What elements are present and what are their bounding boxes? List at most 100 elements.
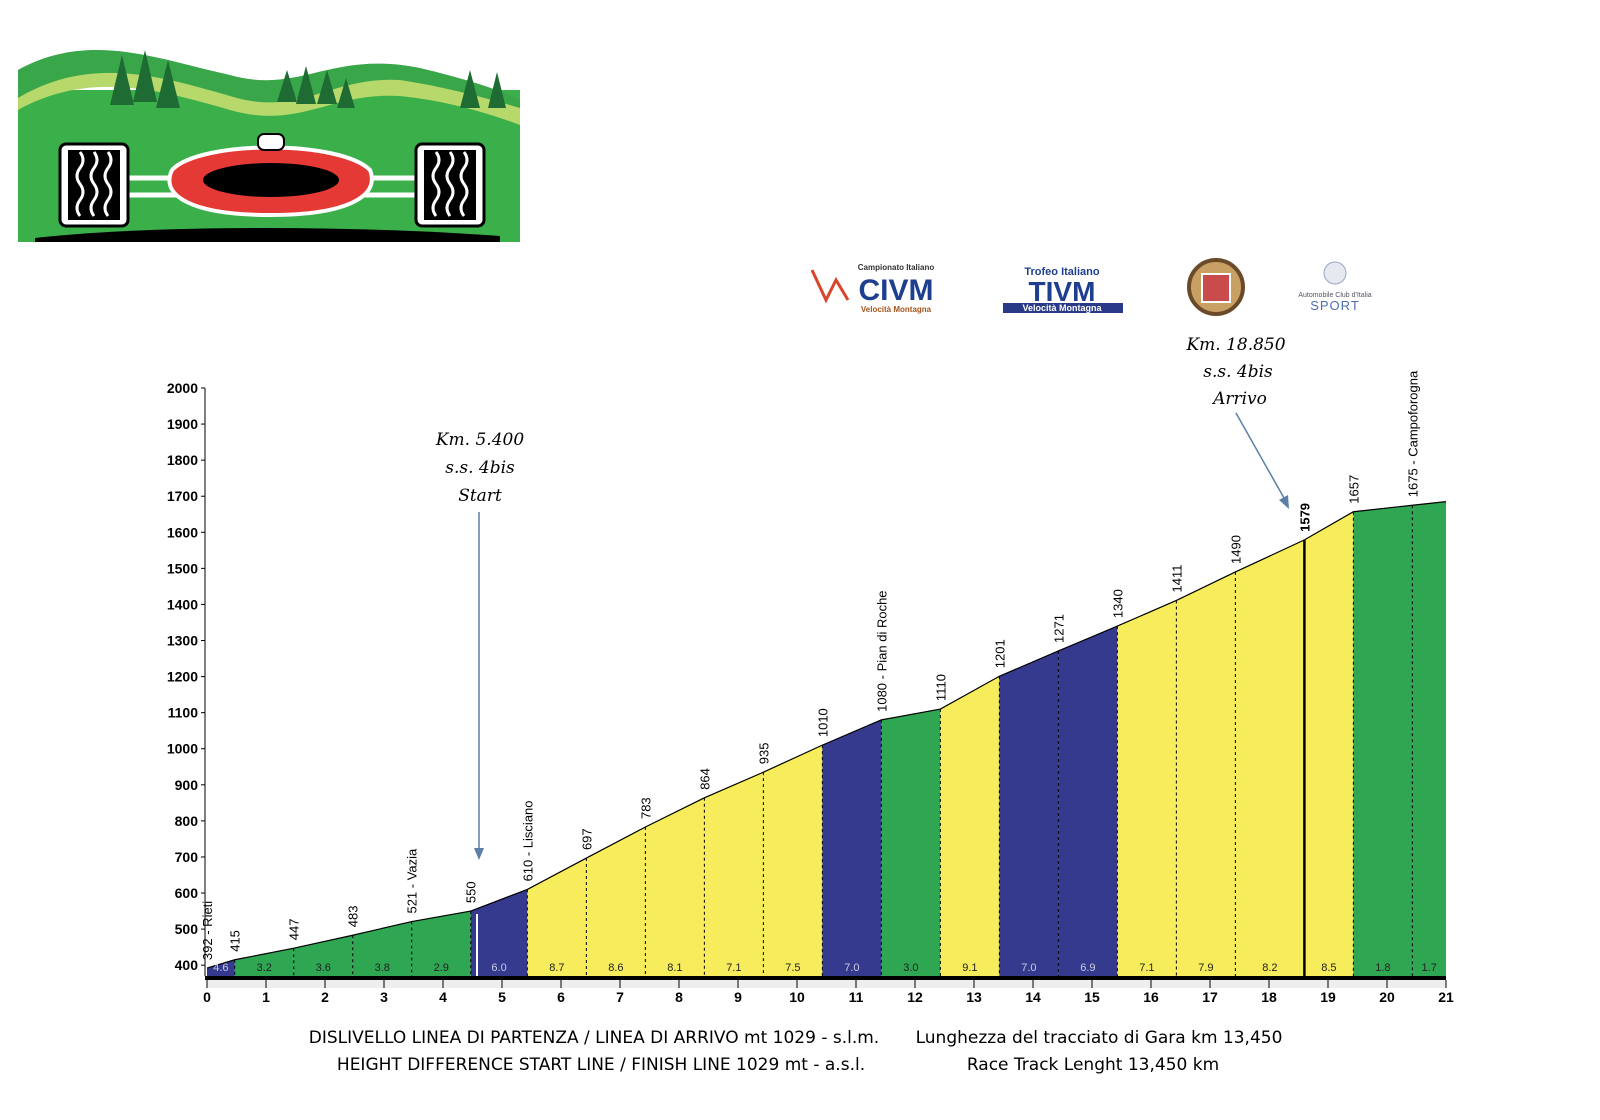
x-tick-label: 8	[675, 989, 683, 1005]
annotation: s.s. 4bis	[1203, 362, 1273, 382]
finish-annotation: Km. 18.850 s.s. 4bis Arrivo	[1185, 335, 1289, 509]
gradient-label: 7.0	[844, 962, 859, 974]
logo-band	[1003, 303, 1123, 313]
x-tick-label: 10	[789, 989, 805, 1005]
elevation-label: 1579	[1297, 503, 1312, 532]
logo-text: SPORT	[1310, 298, 1360, 313]
y-tick-label: 700	[175, 849, 199, 865]
segment-fill	[1117, 600, 1177, 976]
gradient-label: 8.5	[1321, 962, 1336, 974]
segment-fill	[1176, 571, 1236, 976]
elevation-label: 1010	[815, 708, 830, 737]
header-logo	[18, 50, 520, 242]
gradient-label: 3.6	[316, 962, 331, 974]
aci-icon	[1323, 261, 1347, 285]
annotation: s.s. 4bis	[445, 458, 515, 478]
y-tick-label: 2000	[167, 380, 198, 396]
y-tick-label: 1200	[167, 669, 198, 685]
x-tick-label: 14	[1025, 989, 1041, 1005]
segment-fill	[352, 921, 412, 976]
footer-text: Race Track Lenght 13,450 km	[967, 1055, 1219, 1075]
logo-text: Trofeo Italiano	[1024, 266, 1099, 278]
elevation-label: 1340	[1110, 589, 1125, 618]
y-tick-label: 1500	[167, 560, 198, 576]
elevation-label: 1490	[1228, 535, 1243, 564]
x-tick-label: 7	[616, 989, 624, 1005]
gradient-label: 7.1	[726, 962, 741, 974]
sponsor-logos: Campionato Italiano CIVM Velocità Montag…	[810, 258, 1372, 316]
y-tick-label: 1700	[167, 488, 198, 504]
elevation-label: 1657	[1346, 475, 1361, 504]
road	[35, 227, 500, 242]
segment-fill	[822, 719, 882, 976]
y-tick-label: 1100	[168, 705, 199, 721]
elevation-label: 935	[756, 742, 771, 764]
y-tick-label: 900	[175, 777, 199, 793]
elevation-label: 550	[464, 881, 479, 903]
x-tick-label: 2	[321, 989, 329, 1005]
footer: DISLIVELLO LINEA DI PARTENZA / LINEA DI …	[309, 1028, 1283, 1075]
arrow-head	[474, 848, 484, 860]
gradient-label: 8.6	[608, 962, 623, 974]
elevation-label: 392 - Rieti	[200, 901, 215, 960]
gradient-label: 7.0	[1021, 962, 1036, 974]
y-tick-label: 1800	[167, 452, 198, 468]
logo-text: Campionato Italiano	[858, 263, 935, 272]
gradient-label: 6.9	[1080, 962, 1095, 974]
y-tick-label: 1900	[167, 416, 198, 432]
gradient-label: 7.5	[785, 962, 800, 974]
elevation-label: 1411	[1169, 565, 1184, 593]
elevation-label: 447	[287, 919, 302, 941]
y-tick-label: 1300	[167, 633, 198, 649]
segment-fill	[1304, 511, 1354, 976]
logo-text: Velocità Montagna	[861, 305, 932, 314]
segment-fill	[1058, 626, 1118, 976]
x-tick-label: 17	[1202, 989, 1218, 1005]
x-tick-label: 6	[557, 989, 565, 1005]
elevation-label: 1110	[933, 674, 948, 701]
x-tick-label: 18	[1261, 989, 1277, 1005]
logo-icon	[810, 269, 850, 304]
segment-fill	[207, 959, 235, 976]
x-tick-label: 20	[1379, 989, 1395, 1005]
plot-area: 4.6 3.2 3.6 3.8 2.9 6.0 8.7 8.6 8.1 7.1 7.5 7.0 3.0 9…	[167, 370, 1454, 1005]
gradient-label: 1.8	[1375, 962, 1390, 974]
x-tick-label: 13	[966, 989, 982, 1005]
gradient-label: 3.2	[257, 962, 272, 974]
gradient-label: 7.1	[1139, 962, 1154, 974]
trees	[110, 50, 506, 108]
x-tick-label: 19	[1320, 989, 1336, 1005]
x-tick-label: 11	[849, 989, 864, 1005]
car	[58, 133, 486, 228]
elevation-label: 610 - Lisciano	[520, 800, 535, 881]
y-tick-label: 800	[175, 813, 199, 829]
y-tick-label: 1400	[167, 596, 198, 612]
x-tick-label: 16	[1143, 989, 1159, 1005]
y-tick-label: 600	[175, 885, 199, 901]
segment-fill	[586, 827, 646, 976]
gradient-label: 9.1	[962, 962, 977, 974]
logo-text: TIVM	[1029, 276, 1096, 307]
x-tick-label: 21	[1438, 989, 1454, 1005]
segment-fill	[999, 650, 1059, 976]
segment-fill	[527, 858, 587, 976]
y-tick-label: 400	[175, 957, 199, 973]
segment-fill	[1353, 505, 1413, 976]
gradient-label: 3.8	[375, 962, 390, 974]
profile-line	[206, 501, 1447, 969]
segment-fill	[411, 911, 471, 976]
logo-text: CIVM	[859, 274, 934, 307]
segment-fill	[645, 797, 705, 976]
gradient-label: 7.9	[1198, 962, 1213, 974]
gradient-label: 8.1	[667, 962, 682, 974]
elevation-label: 1201	[992, 639, 1007, 668]
elevation-label: 1271	[1051, 614, 1066, 643]
annotation: Arrivo	[1211, 389, 1267, 409]
gradient-label: 1.7	[1422, 962, 1437, 974]
footer-text: DISLIVELLO LINEA DI PARTENZA / LINEA DI …	[309, 1028, 879, 1048]
start-annotation: Km. 5.400 s.s. 4bis Start	[435, 430, 524, 860]
x-tick-label: 0	[203, 989, 211, 1005]
y-tick-label: 1000	[167, 741, 198, 757]
